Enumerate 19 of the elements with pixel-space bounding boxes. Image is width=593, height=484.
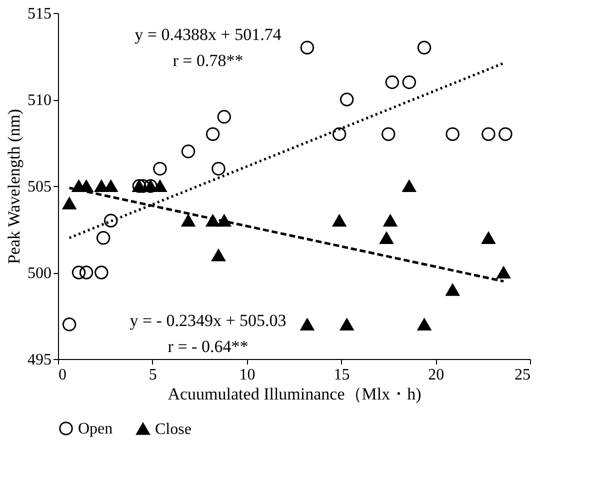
- legend-label: Close: [155, 420, 192, 438]
- x-axis-title: Acuumulated Illuminance（Mlx・h): [168, 384, 422, 404]
- y-tick-label: 500: [28, 265, 52, 282]
- legend-label: Open: [78, 420, 113, 438]
- annotation: y = - 0.2349x + 505.03: [130, 311, 286, 330]
- y-tick-label: 505: [28, 178, 52, 196]
- x-tick-label: 25: [514, 366, 530, 384]
- y-tick-label: 495: [28, 352, 52, 368]
- annotation: r = - 0.64**: [168, 337, 248, 356]
- annotation: y = 0.4388x + 501.74: [134, 25, 282, 44]
- y-tick-label: 515: [28, 6, 52, 22]
- y-axis-title: Peak Wavelength (nm): [4, 108, 24, 264]
- x-tick-label: 10: [239, 366, 256, 384]
- x-tick-label: 15: [334, 366, 350, 384]
- x-tick-label: 5: [148, 366, 157, 384]
- y-tick-label: 510: [28, 92, 52, 109]
- x-tick-label: 20: [428, 366, 444, 384]
- annotation: r = 0.78**: [172, 51, 244, 70]
- x-tick-label: 0: [58, 366, 66, 384]
